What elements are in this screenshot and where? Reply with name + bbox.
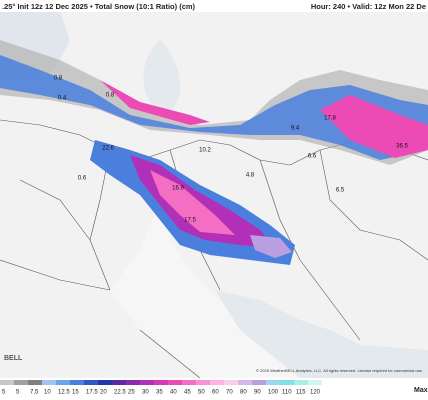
legend-swatch bbox=[238, 380, 252, 385]
lowlands bbox=[110, 150, 428, 378]
map-label: 0.8 bbox=[106, 93, 115, 99]
legend-label: 50 bbox=[198, 390, 205, 396]
map-label: 4.8 bbox=[246, 173, 255, 179]
legend-swatch bbox=[140, 380, 154, 385]
map-label: 17.5 bbox=[184, 218, 196, 224]
legend-label: 5 bbox=[2, 390, 6, 396]
legend-label: 7.5 bbox=[30, 390, 39, 396]
legend-label: 25 bbox=[128, 390, 135, 396]
header-bar bbox=[0, 0, 428, 12]
legend-swatch bbox=[266, 380, 280, 385]
legend-label: 12.5 bbox=[58, 390, 70, 396]
map-label: 9.4 bbox=[291, 126, 300, 132]
legend-swatch bbox=[154, 380, 168, 385]
legend-label: 100 bbox=[268, 390, 279, 396]
snow-lavender bbox=[250, 235, 292, 258]
legend-swatch bbox=[280, 380, 294, 385]
caspian-sea bbox=[143, 40, 181, 111]
legend-swatch bbox=[84, 380, 98, 385]
legend-swatch bbox=[28, 380, 42, 385]
legend-label: 5 bbox=[16, 390, 20, 396]
legend-swatch bbox=[56, 380, 70, 385]
legend-label: 60 bbox=[212, 390, 219, 396]
map-label: 0.4 bbox=[58, 96, 67, 102]
legend-swatch bbox=[182, 380, 196, 385]
header-right: Hour: 240 • Valid: 12z Mon 22 De bbox=[311, 2, 426, 11]
legend-swatch bbox=[294, 380, 308, 385]
legend-swatch bbox=[112, 380, 126, 385]
legend-swatch bbox=[224, 380, 238, 385]
legend-label: 20 bbox=[100, 390, 107, 396]
snow-blue bbox=[0, 55, 428, 160]
map-label: 16.9 bbox=[172, 186, 184, 192]
gulf bbox=[215, 290, 428, 378]
map-label: 17.8 bbox=[324, 116, 336, 122]
map-label: 36.5 bbox=[396, 144, 408, 150]
map-label: 0.6 bbox=[78, 176, 87, 182]
map-label: 6.5 bbox=[336, 188, 345, 194]
legend-max: Max bbox=[414, 387, 428, 394]
legend-label: 22.5 bbox=[114, 390, 126, 396]
logo: BELL bbox=[4, 355, 23, 362]
snow-pink-south bbox=[150, 170, 235, 235]
legend-label: 80 bbox=[240, 390, 247, 396]
legend-swatch bbox=[308, 380, 322, 385]
legend-label: 15 bbox=[72, 390, 79, 396]
legend-label: 35 bbox=[156, 390, 163, 396]
map-label: 0.8 bbox=[54, 76, 63, 82]
map-label: 22.6 bbox=[102, 146, 114, 152]
legend-label: 45 bbox=[184, 390, 191, 396]
legend-swatch bbox=[210, 380, 224, 385]
legend-swatch bbox=[14, 380, 28, 385]
legend-label: 90 bbox=[254, 390, 261, 396]
legend-swatch bbox=[168, 380, 182, 385]
legend-label: 115 bbox=[296, 390, 306, 396]
dynamic-layer: 0.8 0.4 0.8 22.6 0.6 16.9 17.5 10.2 9.4 6.6 17.8 36… bbox=[0, 76, 408, 396]
legend-swatch bbox=[252, 380, 266, 385]
snow-pink-north bbox=[100, 80, 428, 158]
legend-label: 30 bbox=[142, 390, 149, 396]
legend-label: 110 bbox=[282, 390, 292, 396]
legend-swatch bbox=[70, 380, 84, 385]
legend-swatch bbox=[42, 380, 56, 385]
legend-label: 10 bbox=[44, 390, 51, 396]
legend-swatch bbox=[98, 380, 112, 385]
legend-swatch bbox=[196, 380, 210, 385]
legend-label: 17.5 bbox=[86, 390, 98, 396]
map-label: 10.2 bbox=[199, 148, 211, 154]
legend-swatch bbox=[0, 380, 14, 385]
legend-swatch bbox=[126, 380, 140, 385]
footer: © 2025 WeatherBELL Analytics, LLC. All r… bbox=[256, 368, 423, 373]
legend-label: 40 bbox=[170, 390, 177, 396]
legend-label: 120 bbox=[310, 390, 321, 396]
header-left: .25° Init 12z 12 Dec 2025 • Total Snow (… bbox=[2, 2, 196, 11]
legend-label: 70 bbox=[226, 390, 233, 396]
map-label: 6.6 bbox=[308, 154, 317, 160]
